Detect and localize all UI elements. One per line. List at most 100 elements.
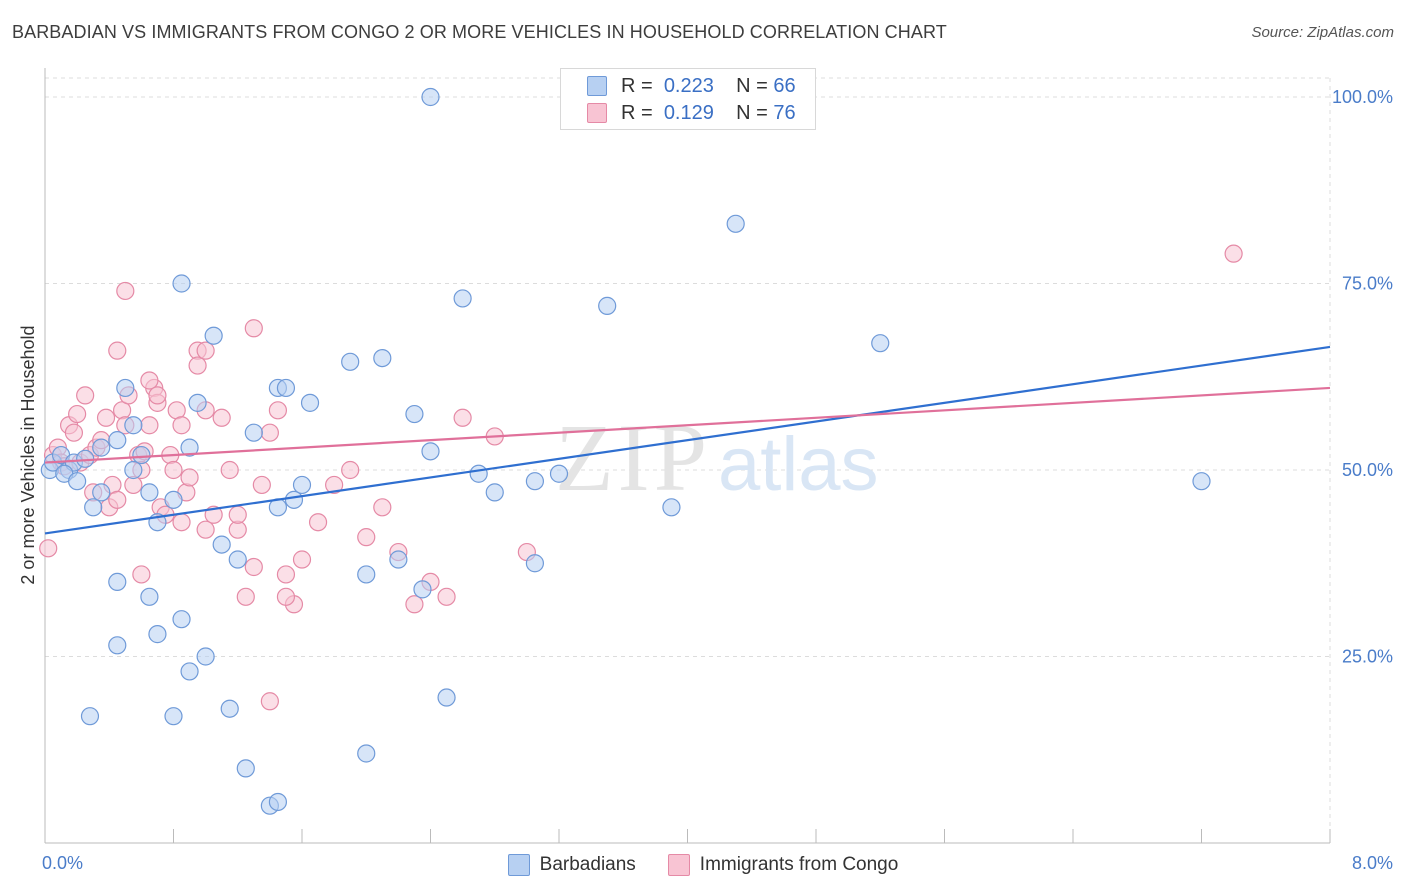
watermark-atlas: atlas [718,422,879,507]
congo-point [276,587,296,606]
congo-point [341,460,360,480]
n-value: 76 [773,101,796,124]
r-label: R = [621,101,653,124]
congo-point [39,539,58,558]
barbadians-point [525,554,545,573]
congo-point [236,587,255,606]
r-value: 0.223 [663,74,714,97]
barbadians-point [549,464,569,483]
barbadians-point [124,460,143,480]
barbadians-point [284,490,304,509]
barbadians-point [108,431,127,450]
barbadians-point [116,378,135,398]
barbadians-point [662,498,681,517]
legend-swatch-blue [587,76,607,96]
barbadians-point [228,550,247,569]
barbadians-point [373,349,392,368]
barbadians-point [68,472,87,491]
barbadians-point [80,707,100,726]
barbadians-point [108,636,127,655]
congo-point [244,557,263,577]
barbadians-point [357,565,376,584]
barbadians-point [389,550,408,569]
n-label: N = [736,101,768,124]
congo-point [453,408,472,427]
legend-item-barbadians[interactable]: Barbadians [507,854,636,876]
barbadians-point [726,214,745,233]
congo-point [212,408,231,427]
congo-point [308,513,328,532]
legend-swatch-pink [587,103,607,123]
source-label: Source: ZipAtlas.com [1251,24,1394,41]
barbadians-point [220,699,239,718]
congo-point [1224,244,1243,263]
barbadians-point [268,792,288,812]
barbadians-point [148,625,167,644]
congo-point [252,475,271,495]
congo-point [76,386,95,405]
barbadians-point [300,393,320,412]
x-tick-label: 8.0% [1352,853,1393,873]
congo-trend-line [44,386,1331,464]
legend-label: Barbadians [539,854,636,875]
barbadians-point [196,647,215,666]
congo-point [132,565,151,584]
legend-swatch-blue [507,854,530,876]
congo-point [373,498,392,517]
tick-labels: 25.0% 50.0% 75.0% 100.0% 0.0% 8.0% [42,87,1393,873]
congo-point [325,475,344,495]
barbadians-point [292,475,312,495]
congo-point [96,408,116,427]
watermark: ZIP atlas [555,404,879,511]
congo-point [276,565,296,584]
barbadians-point [212,535,231,554]
congo-point [116,281,135,301]
barbadians-point [132,445,151,465]
barbadians-point [172,610,191,629]
congo-point [437,587,456,606]
congo-point [268,401,288,420]
barbadians-point [140,483,159,502]
chart-title: BARBADIAN VS IMMIGRANTS FROM CONGO 2 OR … [12,22,947,42]
legend-label: Immigrants from Congo [699,854,899,875]
barbadians-point [92,483,111,502]
barbadians-point [124,416,143,435]
barbadians-point [140,587,159,606]
barbadians-point [437,688,456,707]
barbadians-point [164,707,183,726]
congo-point [172,416,191,435]
barbadians-point [204,326,223,345]
barbadians-point [341,352,360,371]
legend-swatch-pink [667,854,690,876]
y-tick-label: 50.0% [1342,460,1393,480]
congo-point [68,404,87,424]
barbadians-trend-line [44,345,1331,535]
barbadians-point [413,580,432,599]
legend-item-congo[interactable]: Immigrants from Congo [667,854,899,876]
r-label: R = [621,74,653,97]
stats-legend: R = 0.223 N = 66 R = 0.129 N = 76 [560,68,816,130]
n-value: 66 [773,74,796,97]
watermark-zip: ZIP [555,404,711,511]
congo-point [188,356,207,375]
congo-point [172,513,191,532]
congo-point [244,319,263,338]
congo-point [220,460,239,480]
barbadians-point [453,289,472,308]
congo-point [357,528,376,547]
series-barbadians-points [40,87,1211,815]
y-tick-label: 75.0% [1342,274,1393,294]
barbadians-point [469,464,488,483]
congo-point [292,550,312,569]
barbadians-point [421,87,440,107]
congo-point [108,490,127,509]
barbadians-point [421,442,440,461]
barbadians-point [92,438,111,457]
barbadians-point [357,744,376,763]
barbadians-point [598,296,617,315]
x-tick-label: 0.0% [42,853,83,873]
congo-point [196,520,215,539]
barbadians-point [244,423,263,442]
barbadians-point [84,498,103,517]
